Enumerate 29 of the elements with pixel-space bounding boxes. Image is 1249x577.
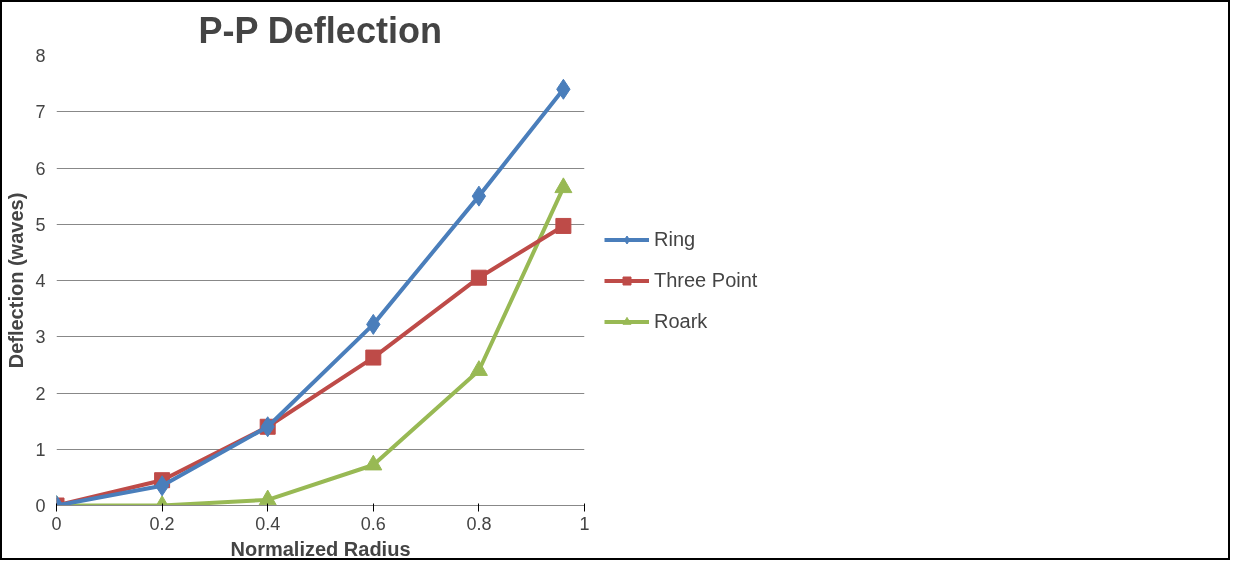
legend-label: Three Point	[654, 268, 758, 292]
x-tick-label: 0.8	[466, 513, 492, 534]
y-tick-label: 5	[35, 214, 46, 235]
legend-label: Ring	[654, 227, 696, 251]
point	[555, 217, 572, 234]
y-axis-title: Deflection (waves)	[5, 192, 28, 369]
chart-title: P-P Deflection	[198, 9, 442, 51]
x-tick-label: 0.6	[360, 513, 386, 534]
y-tick-label: 2	[35, 383, 46, 404]
point	[258, 489, 277, 506]
y-tick-label: 0	[35, 496, 46, 516]
y-tick-label: 7	[35, 102, 46, 123]
point	[470, 269, 487, 286]
legend-label: Roark	[654, 309, 708, 333]
x-tick-label: 1	[579, 513, 590, 534]
x-tick-label: 0.2	[149, 513, 175, 534]
point	[469, 360, 488, 376]
point	[554, 177, 573, 194]
x-axis-title: Normalized Radius	[230, 537, 411, 560]
point	[471, 185, 487, 207]
y-tick-label: 3	[35, 327, 46, 348]
x-tick-label: 0.4	[255, 513, 281, 534]
y-tick-label: 4	[35, 271, 46, 291]
point	[364, 454, 383, 471]
x-tick-label: 0	[51, 513, 62, 534]
y-tick-label: 6	[35, 158, 46, 179]
y-tick-label: 1	[35, 439, 46, 460]
point	[365, 349, 382, 366]
y-tick-label: 8	[35, 46, 46, 66]
